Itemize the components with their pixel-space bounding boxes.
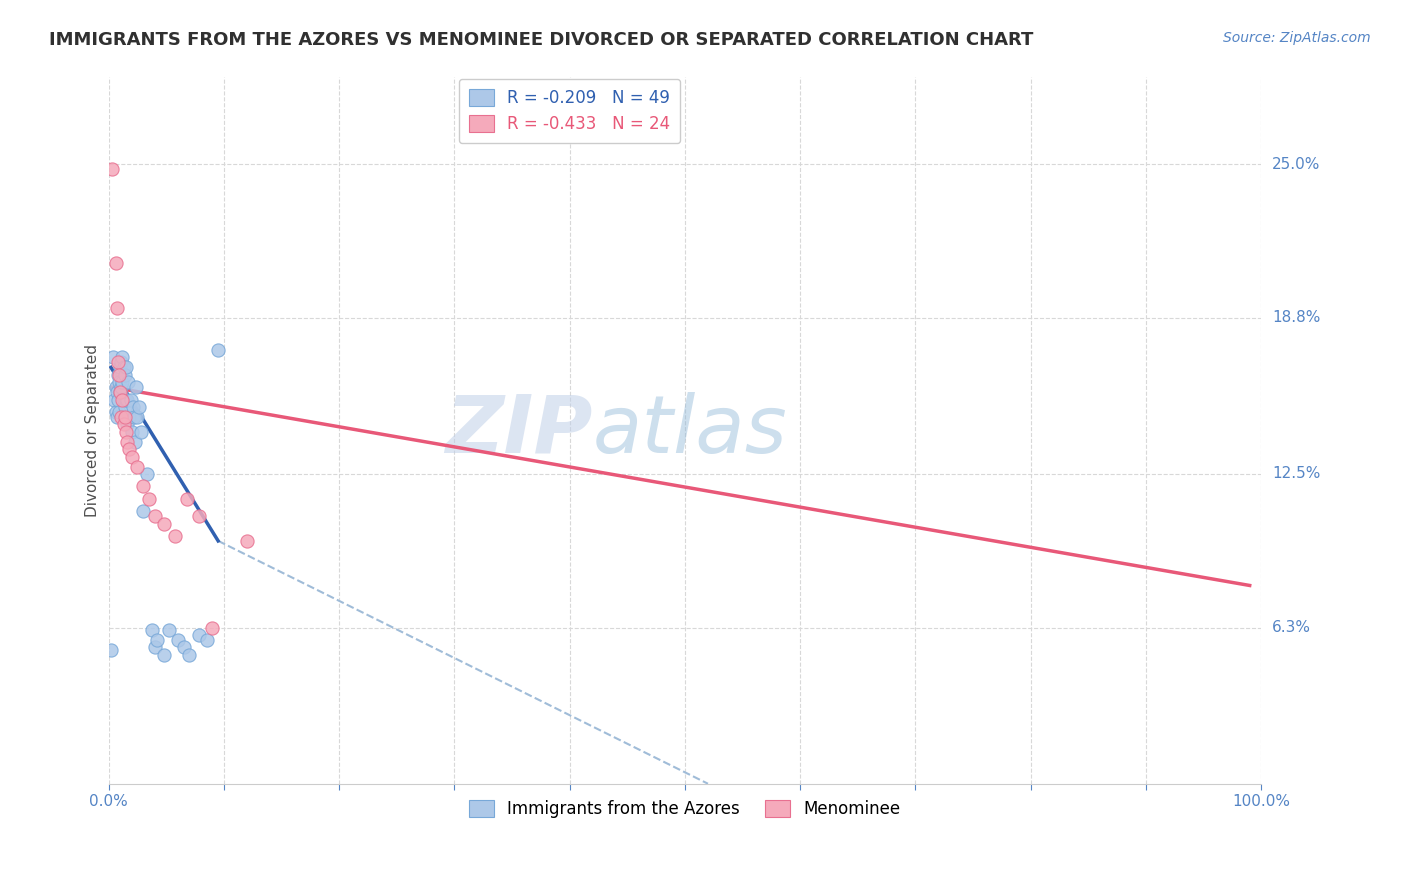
Point xyxy=(115,360,138,375)
Point xyxy=(118,409,141,424)
Point xyxy=(114,368,136,382)
Point xyxy=(112,360,135,375)
Point xyxy=(138,491,160,506)
Text: 25.0%: 25.0% xyxy=(1272,157,1320,171)
Point xyxy=(114,400,136,414)
Point xyxy=(104,380,127,394)
Point xyxy=(108,360,131,375)
Point xyxy=(115,417,138,432)
Point xyxy=(107,392,129,407)
Point xyxy=(111,351,134,365)
Point xyxy=(108,368,131,382)
Y-axis label: Divorced or Separated: Divorced or Separated xyxy=(86,344,100,517)
Point xyxy=(236,533,259,548)
Text: Source: ZipAtlas.com: Source: ZipAtlas.com xyxy=(1223,31,1371,45)
Point xyxy=(121,450,143,464)
Point xyxy=(115,392,138,407)
Point xyxy=(143,509,166,524)
Point xyxy=(124,434,146,449)
Point xyxy=(111,392,134,407)
Point xyxy=(104,405,127,419)
Point xyxy=(108,385,131,400)
Point xyxy=(112,392,135,407)
Text: 12.5%: 12.5% xyxy=(1272,467,1320,482)
Text: 18.8%: 18.8% xyxy=(1272,310,1320,326)
Point xyxy=(120,392,142,407)
Point xyxy=(105,409,128,424)
Point xyxy=(153,648,176,662)
Point xyxy=(103,392,125,407)
Point xyxy=(201,621,224,635)
Text: ZIP: ZIP xyxy=(446,392,593,469)
Point xyxy=(157,623,180,637)
Point xyxy=(114,409,136,424)
Point xyxy=(121,400,143,414)
Point xyxy=(135,467,157,481)
Point xyxy=(207,343,229,357)
Text: 6.3%: 6.3% xyxy=(1272,620,1312,635)
Point xyxy=(110,355,132,369)
Point xyxy=(127,459,149,474)
Point xyxy=(176,491,198,506)
Point xyxy=(105,301,128,315)
Point xyxy=(110,380,132,394)
Point xyxy=(121,425,143,439)
Point xyxy=(117,376,139,390)
Point xyxy=(143,640,166,655)
Point xyxy=(115,434,138,449)
Point xyxy=(111,376,134,390)
Point xyxy=(115,392,138,407)
Point xyxy=(195,632,218,647)
Point xyxy=(122,409,145,424)
Legend: Immigrants from the Azores, Menominee: Immigrants from the Azores, Menominee xyxy=(463,793,907,825)
Point xyxy=(108,385,131,400)
Point xyxy=(103,351,125,365)
Point xyxy=(108,405,131,419)
Point xyxy=(107,368,129,382)
Point xyxy=(105,385,128,400)
Text: atlas: atlas xyxy=(593,392,787,469)
Point xyxy=(146,632,169,647)
Point xyxy=(100,643,122,657)
Point xyxy=(127,409,149,424)
Point xyxy=(118,442,141,457)
Point xyxy=(132,504,155,518)
Point xyxy=(165,529,187,543)
Text: IMMIGRANTS FROM THE AZORES VS MENOMINEE DIVORCED OR SEPARATED CORRELATION CHART: IMMIGRANTS FROM THE AZORES VS MENOMINEE … xyxy=(49,31,1033,49)
Point xyxy=(166,632,188,647)
Point xyxy=(115,425,138,439)
Point xyxy=(173,640,195,655)
Point xyxy=(112,417,135,432)
Point xyxy=(110,409,132,424)
Point xyxy=(187,628,209,642)
Point xyxy=(101,162,124,177)
Point xyxy=(132,479,155,493)
Point xyxy=(128,400,150,414)
Point xyxy=(108,376,131,390)
Point xyxy=(187,509,209,524)
Point xyxy=(107,355,129,369)
Point xyxy=(179,648,201,662)
Point xyxy=(125,380,148,394)
Point xyxy=(104,256,127,270)
Point xyxy=(129,425,152,439)
Point xyxy=(141,623,163,637)
Point xyxy=(153,516,176,531)
